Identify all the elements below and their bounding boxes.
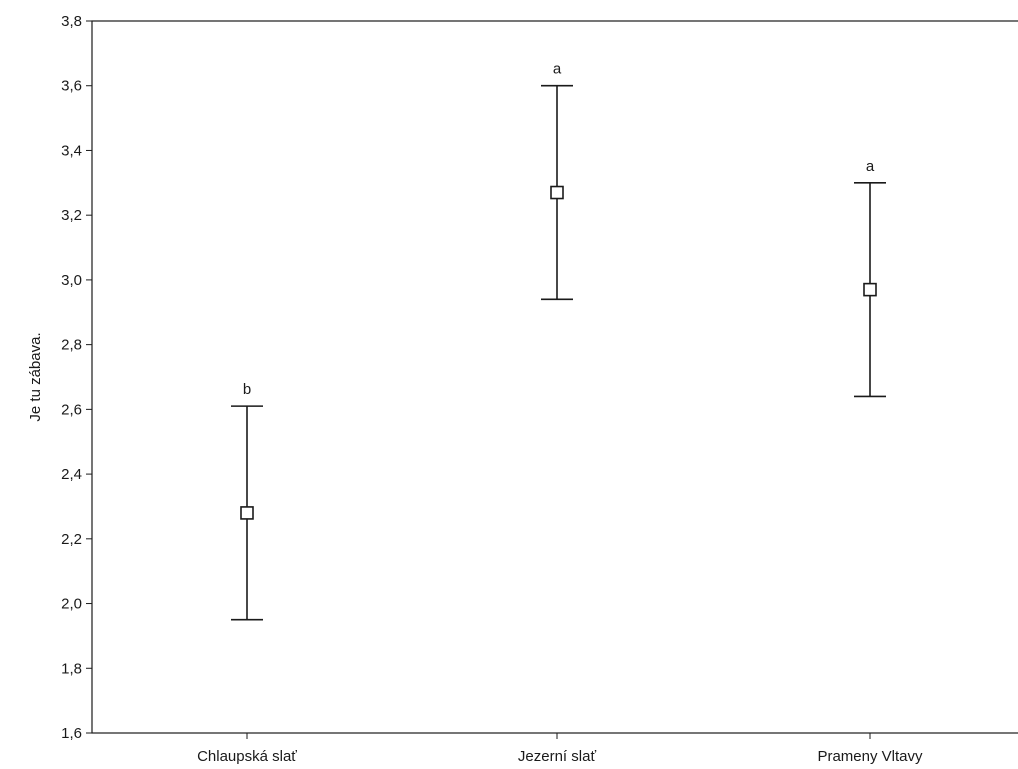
y-tick-label: 2,8 — [61, 337, 82, 354]
y-tick-label: 2,2 — [61, 531, 82, 548]
y-tick-label: 3,6 — [61, 78, 82, 95]
x-tick-label: Chlaupská slať — [197, 748, 297, 765]
y-tick-label: 1,8 — [61, 660, 82, 677]
x-tick-label: Jezerní slať — [518, 748, 597, 765]
y-tick-label: 3,4 — [61, 142, 82, 159]
y-tick-label: 1,6 — [61, 725, 82, 742]
x-tick-label: Prameny Vltavy — [817, 748, 923, 765]
y-axis-label: Je tu zábava. — [27, 332, 44, 421]
mean-marker — [240, 506, 254, 520]
y-tick-label: 2,6 — [61, 401, 82, 418]
y-tick-label: 3,2 — [61, 207, 82, 224]
y-tick-label: 2,4 — [61, 466, 82, 483]
plot-frame — [91, 20, 1018, 734]
y-axis: 1,6 1,8 2,0 2,2 2,4 2,6 2,8 3,0 3,2 3,4 3,6 3,8 — [61, 13, 92, 742]
group-letter: a — [553, 61, 562, 78]
y-tick-label: 3,0 — [61, 272, 82, 289]
group-letter: a — [866, 158, 875, 175]
mean-marker — [550, 185, 564, 200]
mean-marker — [863, 282, 877, 297]
y-tick-label: 3,8 — [61, 13, 82, 30]
group-letter: b — [243, 381, 251, 398]
x-axis: Chlaupská slať Jezerní slať Prameny Vltavy — [197, 733, 923, 765]
y-tick-label: 2,0 — [61, 596, 82, 613]
series-group: b a a — [231, 61, 886, 621]
